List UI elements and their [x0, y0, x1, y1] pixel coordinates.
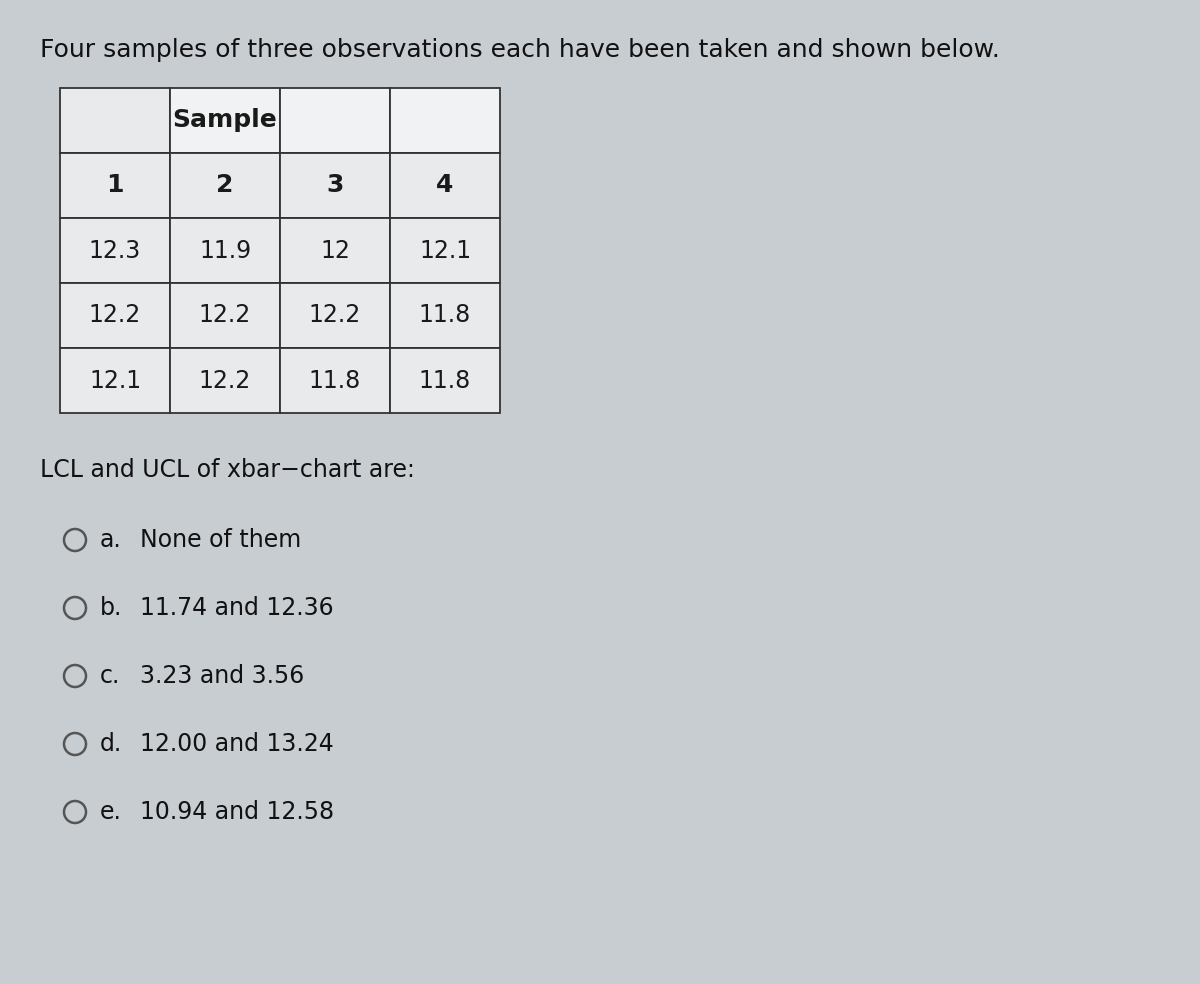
Bar [170, 88, 280, 153]
Bar [390, 218, 500, 283]
Text: 12.00 and 13.24: 12.00 and 13.24 [140, 732, 334, 756]
Text: 1: 1 [107, 173, 124, 198]
Bar [390, 88, 500, 153]
Bar [60, 283, 170, 348]
Text: Four samples of three observations each have been taken and shown below.: Four samples of three observations each … [40, 38, 1000, 62]
Bar [170, 283, 280, 348]
Text: a.: a. [100, 528, 121, 552]
Text: 12.2: 12.2 [199, 368, 251, 393]
Bar [280, 88, 390, 153]
Bar [280, 283, 390, 348]
Text: b.: b. [100, 596, 122, 620]
Text: Sample: Sample [173, 108, 277, 133]
Text: 11.8: 11.8 [308, 368, 361, 393]
Text: 11.8: 11.8 [419, 368, 472, 393]
Bar [60, 153, 170, 218]
Text: 3.23 and 3.56: 3.23 and 3.56 [140, 664, 305, 688]
Text: 12.1: 12.1 [419, 238, 472, 263]
Text: 12: 12 [320, 238, 350, 263]
Text: LCL and UCL of xbar−chart are:: LCL and UCL of xbar−chart are: [40, 458, 415, 482]
Bar [280, 153, 390, 218]
Text: None of them: None of them [140, 528, 301, 552]
Text: 3: 3 [326, 173, 343, 198]
Text: 12.3: 12.3 [89, 238, 142, 263]
Text: c.: c. [100, 664, 120, 688]
Text: 11.9: 11.9 [199, 238, 251, 263]
Bar [390, 153, 500, 218]
Bar [170, 218, 280, 283]
Text: e.: e. [100, 800, 122, 824]
Text: 12.2: 12.2 [308, 303, 361, 328]
Text: 4: 4 [437, 173, 454, 198]
Bar [60, 218, 170, 283]
Text: 12.2: 12.2 [89, 303, 142, 328]
Bar [280, 348, 390, 413]
Bar [170, 348, 280, 413]
Bar [390, 283, 500, 348]
Bar [60, 348, 170, 413]
Bar [60, 88, 170, 153]
Text: 11.74 and 12.36: 11.74 and 12.36 [140, 596, 334, 620]
Bar [390, 348, 500, 413]
Text: 10.94 and 12.58: 10.94 and 12.58 [140, 800, 334, 824]
Bar [280, 218, 390, 283]
Text: 12.2: 12.2 [199, 303, 251, 328]
Text: 11.8: 11.8 [419, 303, 472, 328]
Text: 12.1: 12.1 [89, 368, 142, 393]
Text: d.: d. [100, 732, 122, 756]
Text: 2: 2 [216, 173, 234, 198]
Bar [170, 153, 280, 218]
